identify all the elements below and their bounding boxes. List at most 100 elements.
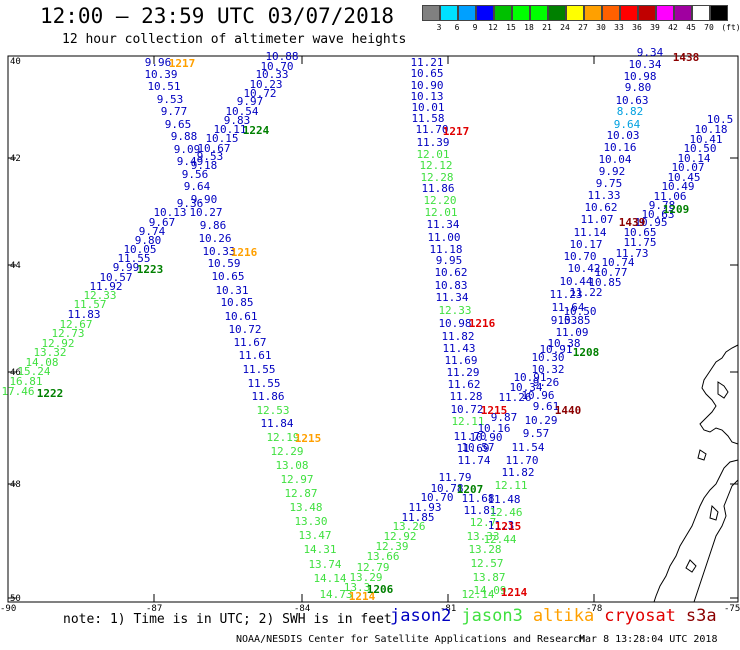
wave-height-value: 11.86 (251, 390, 284, 403)
wave-height-value: 9.56 (182, 168, 209, 181)
wave-height-value: 12.29 (270, 445, 303, 458)
wave-height-value: 12.12 (419, 159, 452, 172)
wave-height-value: 10.33 (255, 68, 288, 81)
wave-height-value: 9.83 (224, 114, 251, 127)
wave-height-value: 13.30 (294, 515, 327, 528)
color-scale-tick: 24 (560, 23, 570, 32)
color-scale-tick: 3 (436, 23, 442, 32)
wave-height-value: 12.57 (470, 557, 503, 570)
wave-height-value: 13.74 (308, 558, 341, 571)
wave-height-value: 13.26 (392, 520, 425, 533)
wave-height-value: 12.44 (483, 533, 516, 546)
latitude-label: 46 (10, 368, 21, 378)
wave-height-value: 10.63 (615, 94, 648, 107)
wave-height-value: 10.65 (410, 67, 443, 80)
pass-time-label: 1223 (137, 263, 164, 276)
wave-height-value: 10.38 (547, 337, 580, 350)
wave-height-value: 11.09 (555, 326, 588, 339)
wave-height-value: 12.19 (266, 431, 299, 444)
wave-height-value: 10.50 (563, 305, 596, 318)
color-scale-tick: 45 (686, 23, 696, 32)
longitude-label: -90 (0, 604, 16, 614)
wave-height-value: 10.96 (521, 389, 554, 402)
wave-height-value: 10.77 (594, 266, 627, 279)
wave-height-value: 13.47 (298, 529, 331, 542)
wave-height-value: 14.08 (25, 356, 58, 369)
color-swatch (710, 5, 728, 21)
wave-height-value: 9.78 (649, 199, 676, 212)
pass-time-label: 1215 (481, 404, 508, 417)
pass-time-label: 1217 (169, 57, 196, 70)
wave-height-value: 11.34 (426, 218, 459, 231)
longitude-label: -84 (294, 604, 310, 614)
color-swatch (440, 5, 458, 21)
pass-time-label: 1439 (619, 216, 646, 229)
wave-height-value: 11.68 (461, 492, 494, 505)
wave-height-value: 11.83 (67, 308, 100, 321)
wave-height-value: 12.92 (383, 530, 416, 543)
wave-height-value: 10.01 (411, 101, 444, 114)
map-subtitle: 12 hour collection of altimeter wave hei… (62, 32, 407, 47)
wave-height-value: 10.67 (197, 142, 230, 155)
wave-height-value: 11.18 (429, 243, 462, 256)
wave-height-value: 11.58 (411, 112, 444, 125)
wave-height-value: 14.31 (303, 543, 336, 556)
pass-time-label: 1440 (555, 404, 582, 417)
wave-height-value: 10.65 (623, 226, 656, 239)
color-swatch (476, 5, 494, 21)
wave-height-value: 9.77 (161, 105, 188, 118)
legend-jason2: jason2 (390, 606, 452, 626)
wave-height-value: 11.34 (435, 291, 468, 304)
wave-height-value: 12.97 (280, 473, 313, 486)
wave-height-value: 11.28 (449, 390, 482, 403)
wave-height-value: 10.90 (410, 79, 443, 92)
wave-height-value: 10.72 (243, 87, 276, 100)
wave-height-value: 11.79 (438, 471, 471, 484)
wave-height-value: 9.53 (551, 314, 578, 327)
wave-height-value: 10.34 (509, 381, 542, 394)
wave-height-value: 10.41 (689, 133, 722, 146)
wave-height-value: 9.65 (165, 118, 192, 131)
wave-height-value: 13.33 (466, 530, 499, 543)
generation-timestamp: Mar 8 13:28:04 UTC 2018 (579, 634, 718, 645)
wave-height-value: 10.70 (563, 250, 596, 263)
wave-height-value: 10.17 (569, 238, 602, 251)
wave-height-value: 13.48 (289, 501, 322, 514)
wave-height-value: 10.85 (557, 314, 590, 327)
wave-height-value: 9.87 (491, 411, 518, 424)
wave-height-value: 9.75 (596, 177, 623, 190)
wave-height-value: 16.81 (9, 375, 42, 388)
pass-time-label: 1209 (663, 203, 690, 216)
wave-height-value: 11.26 (498, 391, 531, 404)
wave-height-value: 10.72 (228, 323, 261, 336)
wave-height-value: 11.39 (416, 136, 449, 149)
wave-height-value: 11.74 (457, 454, 490, 467)
wave-height-value: 11.00 (427, 231, 460, 244)
color-scale-tick: 12 (488, 23, 498, 32)
pass-time-label: 1224 (243, 124, 270, 137)
wave-height-value: 11.07 (580, 213, 613, 226)
color-scale-tick: 9 (472, 23, 478, 32)
color-swatch (584, 5, 602, 21)
color-scale-tick: 21 (542, 23, 552, 32)
wave-height-value: 11.70 (415, 123, 448, 136)
wave-height-value: 10.70 (420, 491, 453, 504)
wave-height-value: 9.80 (135, 234, 162, 247)
wave-height-value: 9.67 (149, 216, 176, 229)
pass-time-label: 1438 (673, 51, 700, 64)
wave-height-value: 13.3 (344, 581, 371, 594)
map-title: 12:00 – 23:59 UTC 03/07/2018 (40, 4, 395, 28)
wave-height-value: 11.54 (511, 441, 544, 454)
legend-jason3: jason3 (461, 606, 523, 626)
longitude-label: -75 (724, 604, 740, 614)
pass-time-label: 1215 (295, 432, 322, 445)
legend-s3a: s3a (685, 606, 717, 626)
color-scale-tick: 70 (704, 23, 714, 32)
wave-height-value: 10.16 (477, 422, 510, 435)
wave-height-value: 10.15 (205, 132, 238, 145)
latitude-label: 40 (10, 57, 21, 67)
wave-height-value: 11.48 (487, 493, 520, 506)
wave-height-value: 10.32 (531, 363, 564, 376)
wave-height-value: 10.72 (450, 403, 483, 416)
wave-height-value: 13.66 (366, 550, 399, 563)
